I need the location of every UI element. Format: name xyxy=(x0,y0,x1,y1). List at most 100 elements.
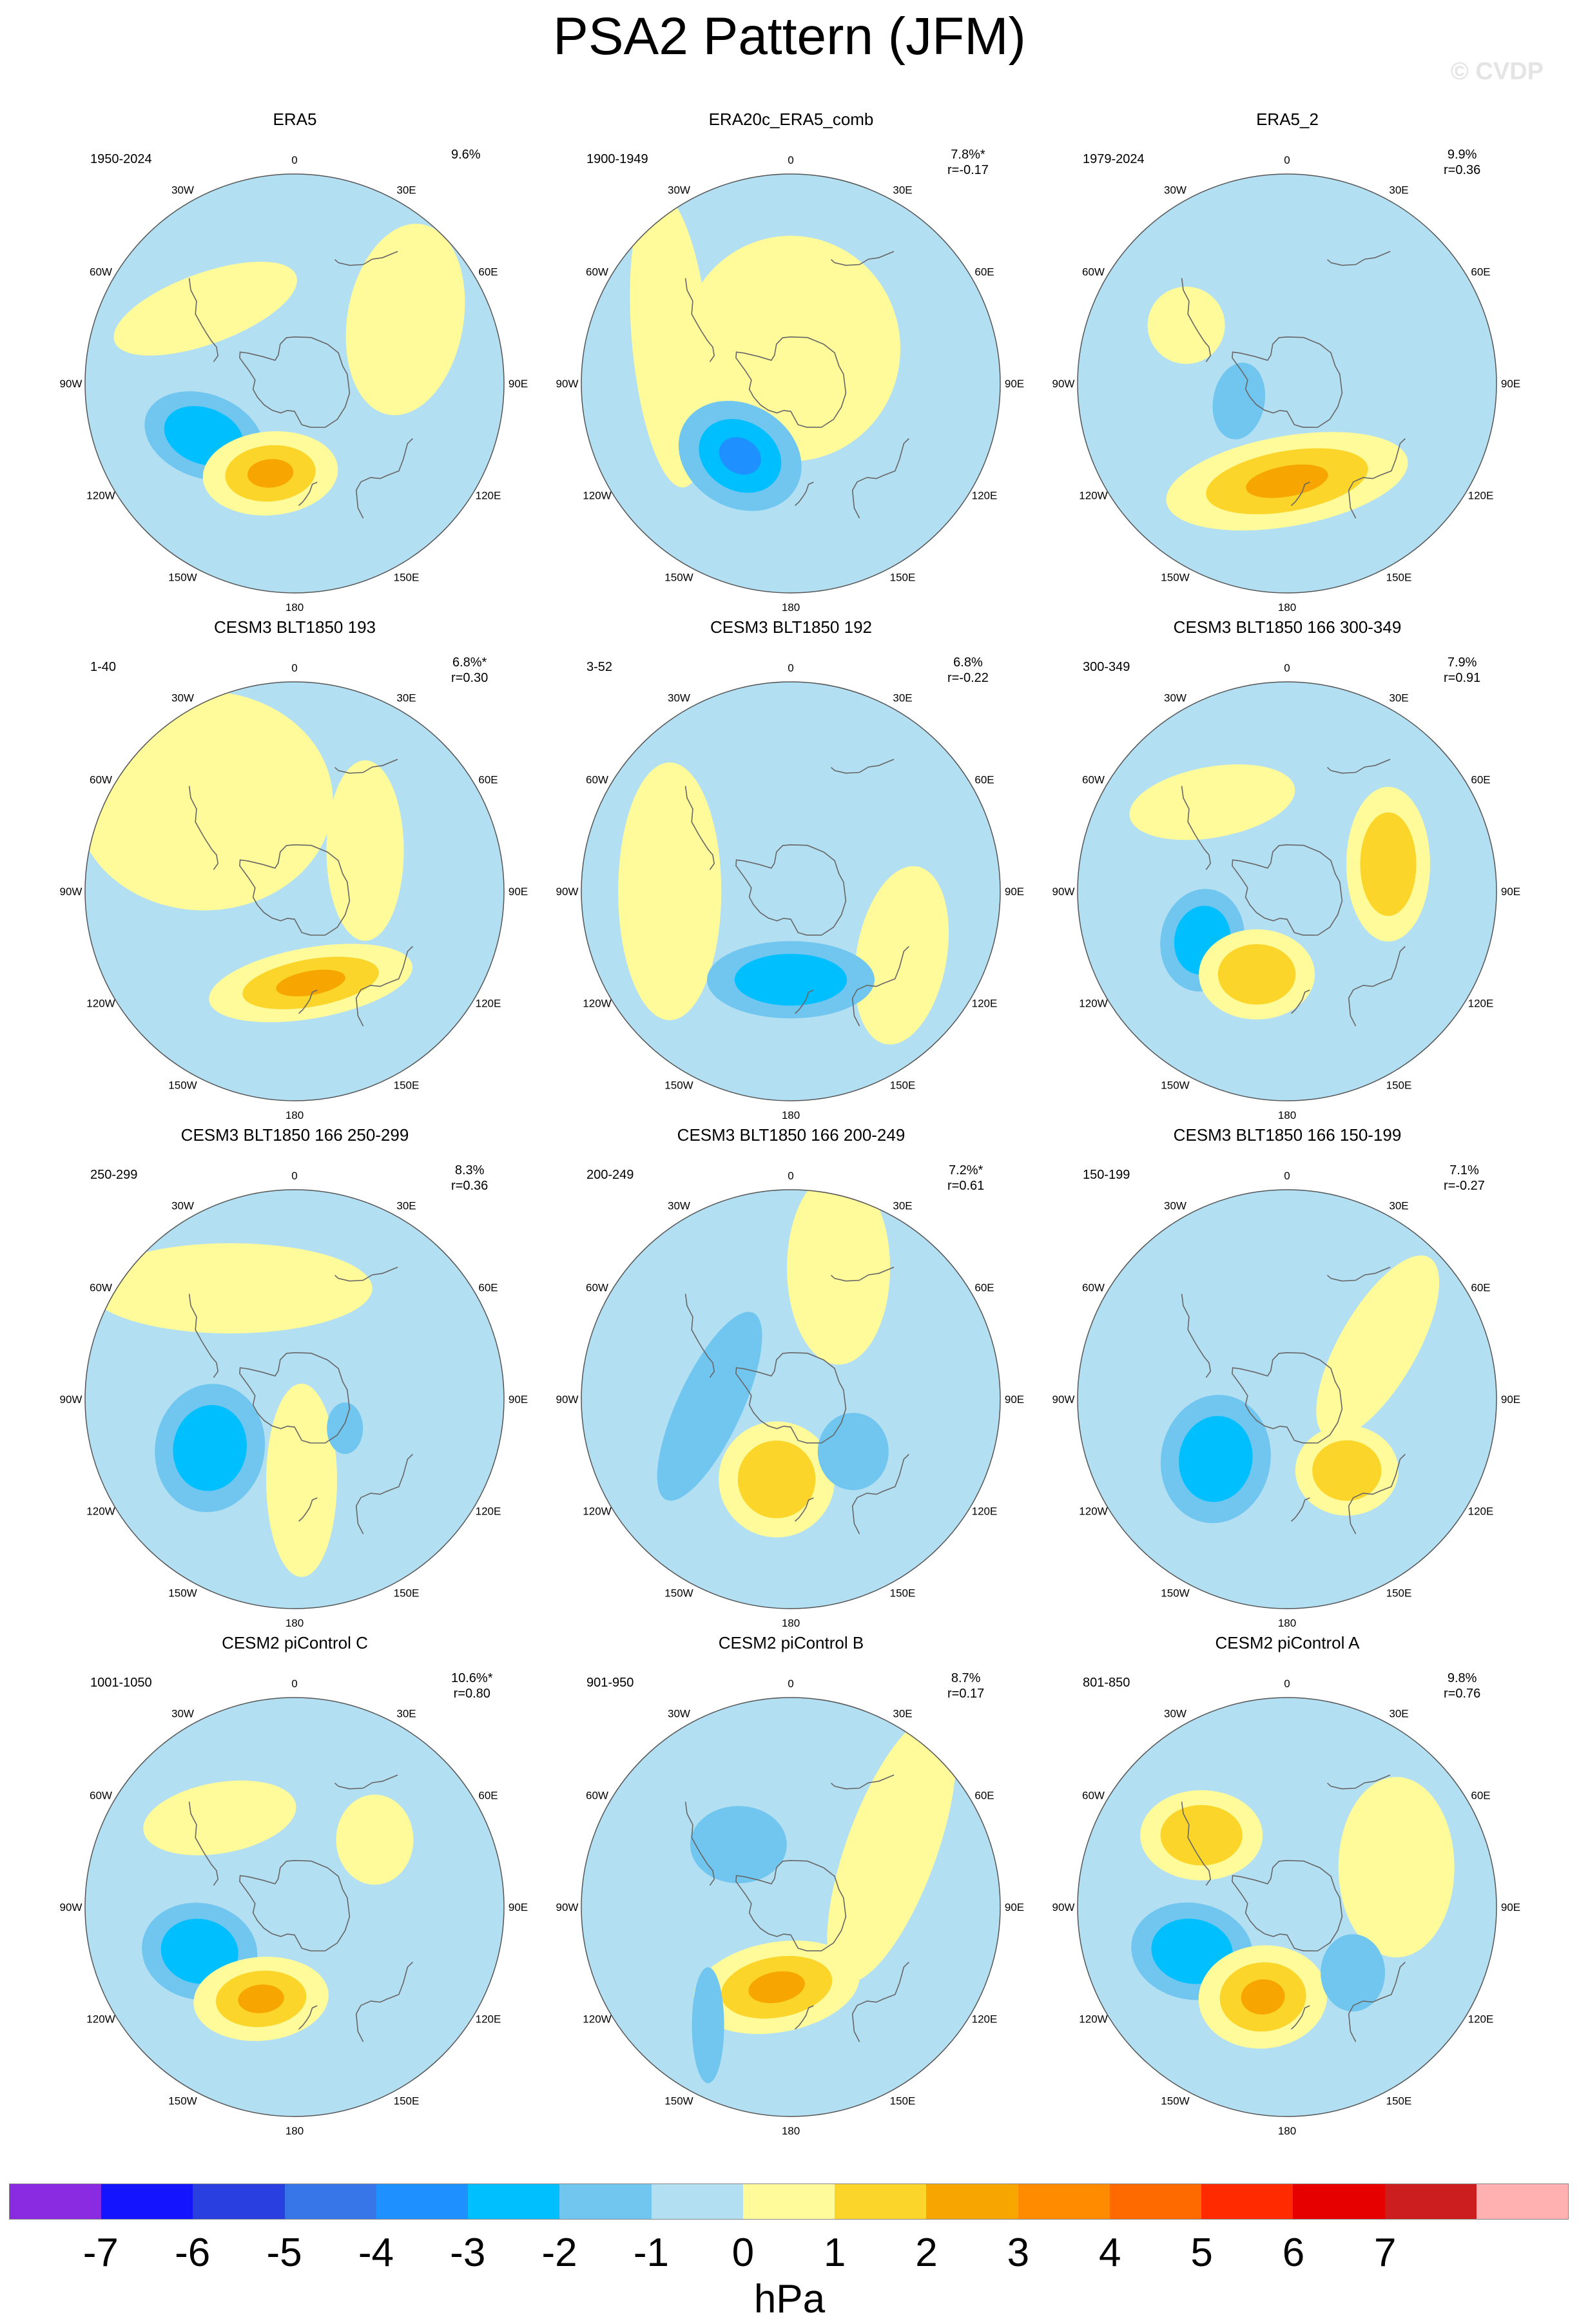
map-panel: CESM2 piControl C 1001-1050 10.6%* r=0.80 0 3… xyxy=(45,1633,545,2142)
anomaly-contour xyxy=(1241,1979,1285,2015)
cvdp-watermark: © CVDP xyxy=(1450,58,1544,85)
map-panel: CESM3 BLT1850 166 300-349 300-349 7.9% r=0.… xyxy=(1038,617,1537,1127)
longitude-label: 60W xyxy=(1082,1282,1105,1294)
longitude-label: 30E xyxy=(893,1200,912,1212)
longitude-label: 120E xyxy=(972,998,998,1010)
colorbar-swatch xyxy=(742,2184,835,2219)
anomaly-contour xyxy=(1360,812,1417,916)
longitude-label: 150W xyxy=(664,2095,693,2107)
longitude-label: 30W xyxy=(1164,692,1187,704)
coastline xyxy=(188,786,219,870)
colorbar-swatch xyxy=(1476,2184,1568,2219)
anomaly-contour xyxy=(238,1984,284,2013)
colorbar-swatch xyxy=(10,2184,102,2219)
anomaly-contour xyxy=(173,1405,247,1491)
longitude-label: 120E xyxy=(972,490,998,502)
main-title: PSA2 Pattern (JFM) xyxy=(553,7,1026,66)
longitude-label: 150W xyxy=(664,1080,693,1092)
coastline xyxy=(735,1859,847,1951)
longitude-label: 30W xyxy=(1164,1200,1187,1212)
longitude-label: 120W xyxy=(1079,490,1107,502)
anomaly-contour xyxy=(88,1243,373,1333)
colorbar-swatch xyxy=(193,2184,285,2219)
longitude-label: 150E xyxy=(890,1587,916,1600)
coastline xyxy=(684,786,715,870)
coastline xyxy=(355,438,413,519)
longitude-label: 150W xyxy=(168,1587,197,1600)
panel-variance-and-correlation: 7.1% r=-0.27 xyxy=(1444,1163,1485,1194)
panel-variance-and-correlation: 6.8% r=-0.22 xyxy=(947,655,989,686)
map-boundary xyxy=(84,173,505,594)
longitude-label: 90E xyxy=(1005,1901,1024,1913)
longitude-label: 60W xyxy=(586,774,608,786)
coastline xyxy=(1326,251,1391,266)
longitude-label: 60E xyxy=(1471,1790,1490,1802)
coastline xyxy=(1291,481,1310,507)
panel-years: 200-249 xyxy=(586,1168,634,1182)
anomaly-contour xyxy=(817,1413,889,1491)
panel-title: ERA5_2 xyxy=(1256,110,1319,129)
panel-variance-and-correlation: 6.8%* r=0.30 xyxy=(451,655,488,686)
longitude-label: 30W xyxy=(668,1708,690,1720)
panel-variance-pct: 7.2%* xyxy=(948,1163,983,1177)
panel-title: CESM3 BLT1850 192 xyxy=(710,617,872,637)
longitude-label: 120W xyxy=(583,998,611,1010)
colorbar-swatch xyxy=(926,2184,1018,2219)
longitude-label: 30E xyxy=(893,692,912,704)
panel-correlation: r=0.80 xyxy=(453,1687,490,1701)
longitude-label: 30E xyxy=(396,1708,416,1720)
coastline xyxy=(298,2005,318,2030)
colorbar-tick-label: 3 xyxy=(1007,2231,1030,2275)
map-background xyxy=(581,682,1000,1101)
map-panel: ERA20c_ERA5_comb 1900-1949 7.8%* r=-0.17 0 30… xyxy=(541,110,1041,619)
longitude-label: 150E xyxy=(1386,572,1412,584)
longitude-label: 60W xyxy=(1082,774,1105,786)
coastline xyxy=(795,481,814,507)
longitude-label: 120E xyxy=(1468,2013,1494,2026)
longitude-label: 150E xyxy=(890,572,916,584)
longitude-label: 0 xyxy=(788,1170,793,1182)
longitude-label: 30E xyxy=(1389,1708,1408,1720)
panel-title: CESM2 piControl C xyxy=(222,1633,368,1652)
map-boundary xyxy=(581,1697,1001,2117)
longitude-label: 90W xyxy=(1052,886,1075,898)
coastline xyxy=(1348,1961,1406,2042)
longitude-label: 180 xyxy=(1278,1109,1296,1121)
longitude-label: 60E xyxy=(478,774,498,786)
polar-map: 0 30E 60E 90E 120E 150E 180 150W 120W 90W 60W 30W xyxy=(1052,662,1521,1121)
map-boundary xyxy=(1077,681,1497,1101)
anomaly-contour xyxy=(160,1919,238,1984)
colorbar-swatch xyxy=(1109,2184,1202,2219)
longitude-label: 120W xyxy=(86,2013,115,2026)
longitude-label: 30E xyxy=(1389,1200,1408,1212)
longitude-label: 90W xyxy=(1052,378,1075,390)
panel-correlation: r=-0.17 xyxy=(947,163,989,177)
panel-years: 1-40 xyxy=(90,660,117,674)
polar-map: 0 30E 60E 90E 120E 150E 180 150W 120W 90W 60W 30W xyxy=(60,154,528,614)
panel-correlation: r=0.61 xyxy=(947,1179,985,1193)
panel-variance-and-correlation: 9.9% r=0.36 xyxy=(1444,147,1480,178)
longitude-label: 60E xyxy=(478,1282,498,1294)
panel-correlation: r=0.36 xyxy=(451,1179,489,1193)
longitude-label: 90E xyxy=(509,378,528,390)
panel-correlation: r=-0.22 xyxy=(947,671,989,685)
map-boundary xyxy=(1077,173,1497,594)
polar-map: 0 30E 60E 90E 120E 150E 180 150W 120W 90W 60W 30W xyxy=(1052,1678,1521,2137)
longitude-label: 180 xyxy=(782,2125,800,2137)
panel-years: 801-850 xyxy=(1083,1676,1130,1690)
longitude-label: 30W xyxy=(171,1200,194,1212)
longitude-label: 150W xyxy=(1161,572,1189,584)
coastline xyxy=(1232,336,1343,428)
panel-variance-pct: 7.1% xyxy=(1449,1163,1479,1177)
longitude-label: 120W xyxy=(86,1506,115,1518)
coastline xyxy=(1348,438,1406,519)
anomaly-contour xyxy=(247,459,294,488)
map-background xyxy=(85,1698,504,2116)
anomaly-contour xyxy=(1246,464,1328,498)
polar-map: 0 30E 60E 90E 120E 150E 180 150W 120W 90W 60W 30W xyxy=(60,1170,528,1629)
colorbar-tick-label: -4 xyxy=(358,2231,394,2275)
coastline xyxy=(684,278,715,362)
longitude-label: 30E xyxy=(1389,692,1408,704)
panel-years: 1950-2024 xyxy=(90,152,152,166)
longitude-label: 30W xyxy=(171,692,194,704)
